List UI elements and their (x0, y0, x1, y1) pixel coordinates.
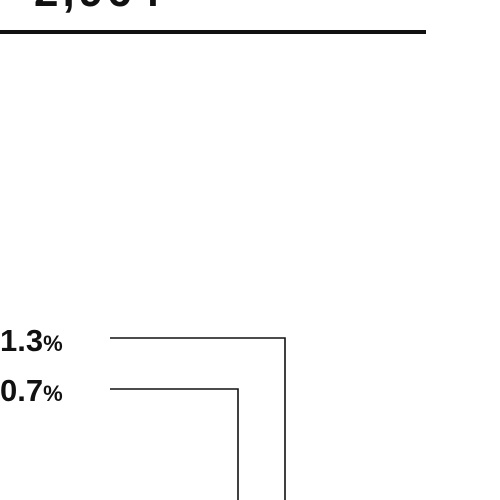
callout-value-2: 0.7 (0, 373, 44, 408)
header-value: 2,964 (34, 0, 164, 14)
header-rule (0, 30, 426, 34)
leader-line-2 (110, 388, 239, 500)
callout-unit-2: % (43, 381, 63, 406)
callout-label-1: 1.3% (0, 324, 63, 364)
leader-line-1 (110, 337, 286, 500)
callout-unit-1: % (43, 331, 63, 356)
callout-label-2: 0.7% (0, 374, 63, 414)
callout-value-1: 1.3 (0, 323, 44, 358)
